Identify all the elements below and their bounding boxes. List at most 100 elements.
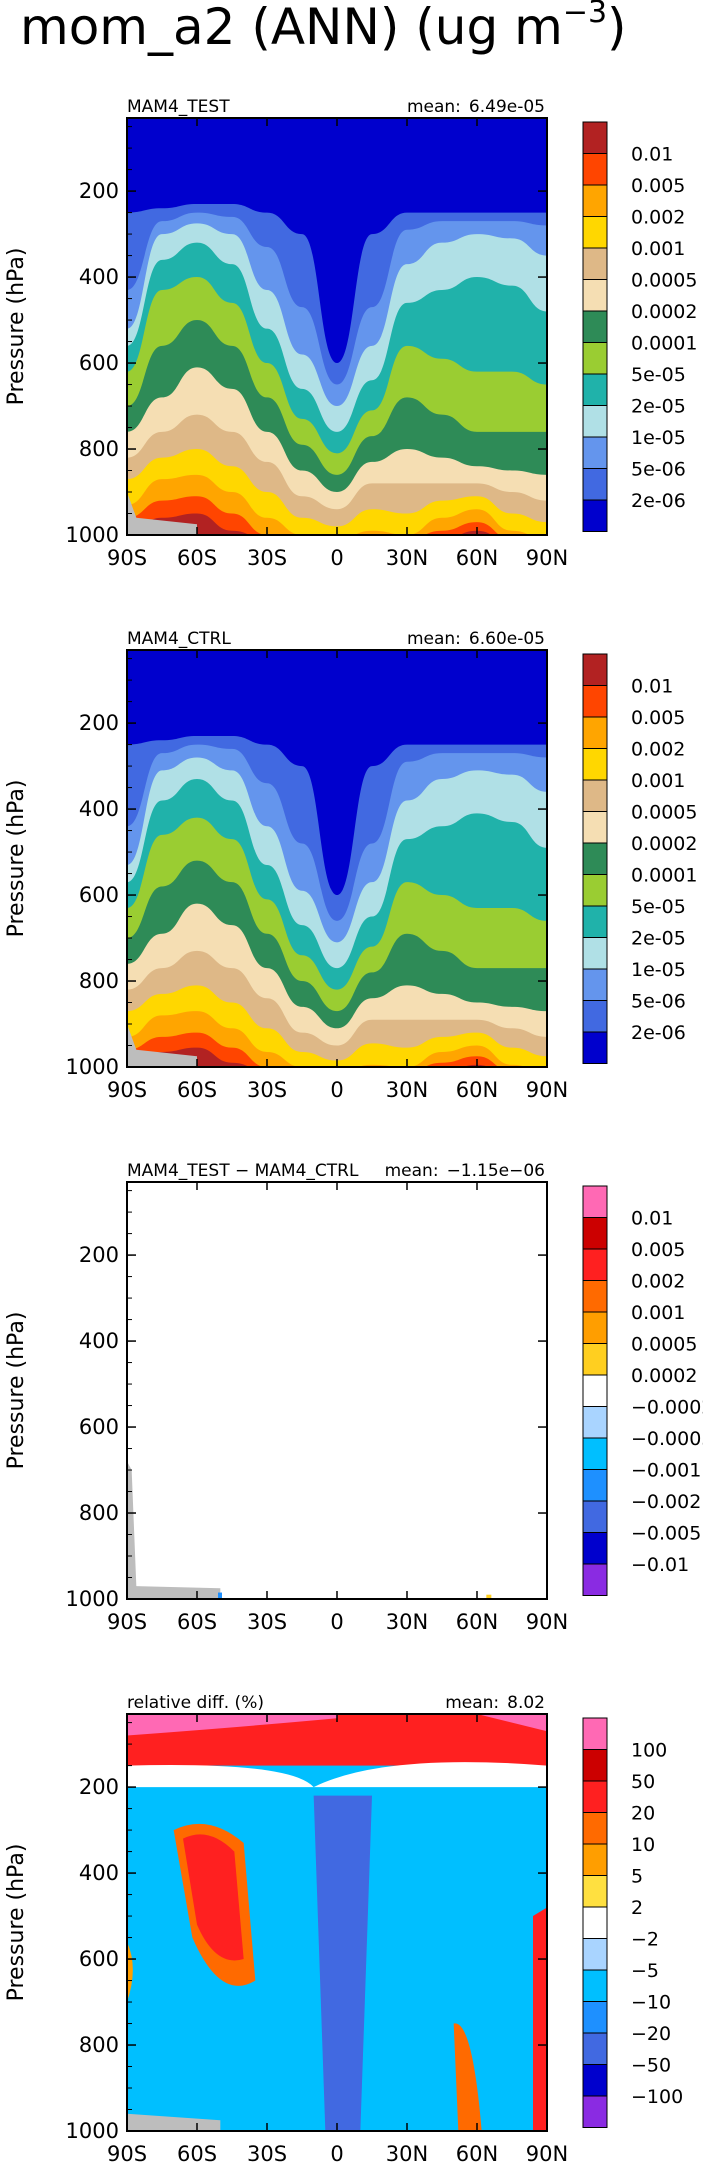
plot-area bbox=[127, 118, 547, 535]
legend-swatch bbox=[582, 1969, 608, 2002]
y-tick-label: 600 bbox=[79, 1415, 119, 1439]
plot-area bbox=[127, 650, 547, 1067]
legend-swatch bbox=[582, 1217, 608, 1250]
contour-band bbox=[183, 1834, 244, 1961]
contour-band bbox=[127, 1714, 337, 1736]
x-tick-label: 60S bbox=[177, 546, 217, 570]
y-axis-label: Pressure (hPa) bbox=[4, 1312, 29, 1470]
legend-label: −0.0002 bbox=[631, 1397, 703, 1419]
contour-band bbox=[477, 1714, 547, 1732]
panel-mean: mean: 6.49e-05 bbox=[407, 97, 545, 117]
x-tick-label: 90S bbox=[107, 2142, 147, 2166]
y-tick-label: 600 bbox=[79, 1947, 119, 1971]
legend-swatch bbox=[582, 405, 608, 438]
legend-label: −5 bbox=[631, 1960, 659, 1982]
y-tick-label: 600 bbox=[79, 883, 119, 907]
x-tick-label: 30N bbox=[386, 1078, 428, 1102]
x-tick-label: 60N bbox=[456, 2142, 498, 2166]
missing-data-terrain bbox=[127, 1024, 197, 1067]
y-tick-label: 200 bbox=[79, 711, 119, 735]
panel-label: relative diff. (%) bbox=[127, 1693, 264, 1713]
legend-label: 0.0005 bbox=[631, 802, 697, 824]
y-tick-label: 1000 bbox=[66, 523, 119, 547]
legend-label: 5e-05 bbox=[631, 364, 686, 386]
x-tick-label: 30S bbox=[247, 2142, 287, 2166]
y-tick-label: 400 bbox=[79, 1329, 119, 1353]
contour-band bbox=[127, 1032, 499, 1067]
legend-swatch bbox=[582, 1780, 608, 1813]
contour-band bbox=[127, 496, 500, 535]
legend-label: 10 bbox=[631, 1834, 655, 1856]
legend-label: −0.01 bbox=[631, 1554, 689, 1576]
x-tick-label: 90N bbox=[526, 1610, 568, 1634]
legend-swatch bbox=[582, 1000, 608, 1033]
contour-band bbox=[127, 513, 492, 535]
legend-label: −50 bbox=[631, 2055, 671, 2077]
chart-panel-4: 90S 60S 30S 0 30N 60N 90N 200 400 600 800 1000 Press… bbox=[4, 1693, 683, 2166]
legend-label: −0.005 bbox=[631, 1523, 701, 1545]
legend-label: 0.0002 bbox=[631, 1365, 697, 1387]
legend-swatch bbox=[582, 468, 608, 501]
legend-swatch bbox=[582, 716, 608, 749]
legend-label: 0.01 bbox=[631, 1208, 673, 1230]
panels-layer: 90S 60S 30S 0 30N 60N 90N 200 400 600 800 1000 Press… bbox=[4, 97, 703, 2166]
legend-label: 0.001 bbox=[631, 1302, 685, 1324]
legend-swatch bbox=[582, 1500, 608, 1533]
legend-label: 2e-06 bbox=[631, 1022, 686, 1044]
chart-panel-2: 90S 60S 30S 0 30N 60N 90N 200 400 600 800 1000 Press… bbox=[4, 629, 697, 1102]
x-tick-label: 60N bbox=[456, 1078, 498, 1102]
legend-swatch bbox=[582, 1563, 608, 1596]
chart-panel-1: 90S 60S 30S 0 30N 60N 90N 200 400 600 800 1000 Press… bbox=[4, 97, 697, 570]
panel-mean: mean: 6.60e-05 bbox=[407, 629, 545, 649]
panel-mean-label: mean: bbox=[445, 1693, 499, 1713]
panel-mean: mean: −1.15e−06 bbox=[385, 1161, 545, 1181]
legend-swatch bbox=[582, 247, 608, 280]
y-tick-label: 200 bbox=[79, 1243, 119, 1267]
x-tick-label: 0 bbox=[330, 1610, 343, 1634]
plot-area bbox=[127, 1714, 547, 2131]
legend-label: 0.01 bbox=[631, 676, 673, 698]
legend-swatch bbox=[582, 1717, 608, 1750]
legend-swatch bbox=[582, 1875, 608, 1908]
y-tick-label: 800 bbox=[79, 437, 119, 461]
contour-band bbox=[313, 1795, 372, 2131]
legend-swatch bbox=[582, 184, 608, 217]
legend-swatch bbox=[582, 121, 608, 154]
legend-swatch bbox=[582, 1843, 608, 1876]
y-axis-label: Pressure (hPa) bbox=[4, 1844, 29, 2002]
legend-swatch bbox=[582, 937, 608, 970]
y-tick-label: 1000 bbox=[66, 1055, 119, 1079]
contour-band bbox=[127, 1182, 547, 1599]
legend-swatch bbox=[582, 1532, 608, 1565]
panel-mean-label: mean: bbox=[407, 97, 461, 117]
legend-swatch bbox=[582, 842, 608, 875]
legend-swatch bbox=[582, 342, 608, 375]
y-tick-label: 600 bbox=[79, 351, 119, 375]
legend-swatch bbox=[582, 1311, 608, 1344]
missing-data-terrain bbox=[127, 492, 197, 535]
chart-panel-3: 90S 60S 30S 0 30N 60N 90N 200 400 600 800 1000 Press… bbox=[4, 1161, 703, 1634]
x-tick-label: 60S bbox=[177, 1078, 217, 1102]
legend-label: 0.0002 bbox=[631, 833, 697, 855]
x-tick-label: 90S bbox=[107, 1610, 147, 1634]
legend-swatch bbox=[582, 1812, 608, 1845]
x-tick-label: 90S bbox=[107, 546, 147, 570]
figure-title-exponent: −3 bbox=[563, 0, 607, 30]
legend-label: 0.001 bbox=[631, 238, 685, 260]
legend-swatch bbox=[582, 1031, 608, 1064]
x-tick-label: 90N bbox=[526, 2142, 568, 2166]
contour-band bbox=[127, 1762, 547, 1788]
x-tick-label: 90N bbox=[526, 1078, 568, 1102]
legend-label: 0.002 bbox=[631, 739, 685, 761]
legend-label: 100 bbox=[631, 1740, 667, 1762]
contour-band bbox=[127, 1941, 133, 2003]
legend-label: −20 bbox=[631, 2023, 671, 2045]
x-tick-label: 60S bbox=[177, 1610, 217, 1634]
legend-swatch bbox=[582, 874, 608, 907]
legend-label: 0.0001 bbox=[631, 333, 697, 355]
legend-swatch bbox=[582, 153, 608, 186]
panel-label: MAM4_TEST bbox=[127, 97, 230, 117]
legend-label: 0.002 bbox=[631, 1271, 685, 1293]
legend-label: −0.001 bbox=[631, 1460, 701, 1482]
